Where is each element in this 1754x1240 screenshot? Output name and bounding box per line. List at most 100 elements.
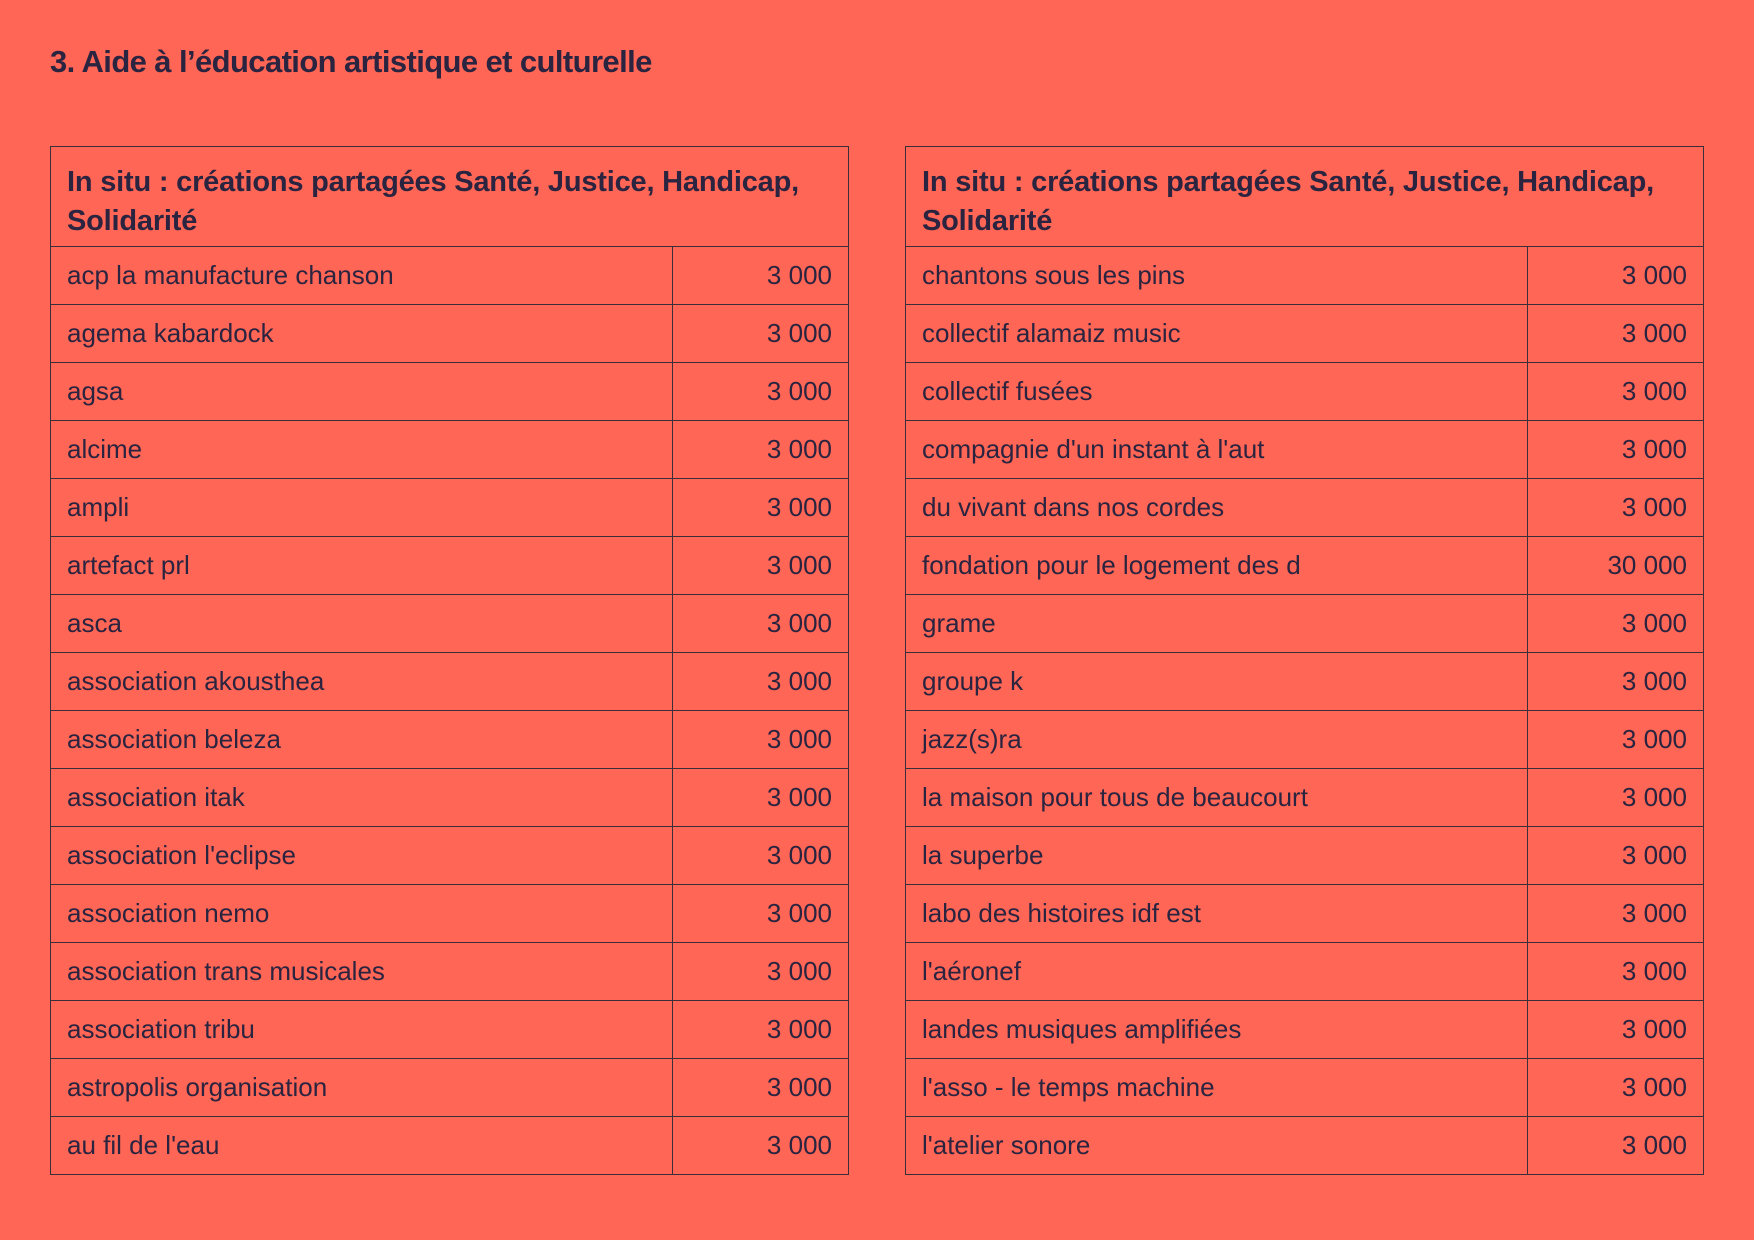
table-row: labo des histoires idf est 3 000 — [905, 884, 1704, 943]
recipient-name: la superbe — [905, 826, 1528, 885]
recipient-name: l'asso - le temps machine — [905, 1058, 1528, 1117]
page-title: 3. Aide à l’éducation artistique et cult… — [50, 44, 652, 79]
table-row: collectif fusées 3 000 — [905, 362, 1704, 421]
grant-amount: 3 000 — [672, 304, 849, 363]
recipient-name: association l'eclipse — [50, 826, 673, 885]
grant-amount: 3 000 — [672, 884, 849, 943]
recipient-name: du vivant dans nos cordes — [905, 478, 1528, 537]
recipient-name: association nemo — [50, 884, 673, 943]
grant-amount: 3 000 — [1527, 594, 1704, 653]
table-header-row: In situ : créations partagées Santé, Jus… — [50, 146, 849, 247]
table-row: l'aéronef 3 000 — [905, 942, 1704, 1001]
grant-amount: 30 000 — [1527, 536, 1704, 595]
grant-amount: 3 000 — [672, 768, 849, 827]
grant-amount: 3 000 — [1527, 1116, 1704, 1175]
table-header: In situ : créations partagées Santé, Jus… — [905, 146, 1704, 247]
recipient-name: association beleza — [50, 710, 673, 769]
grant-amount: 3 000 — [1527, 1058, 1704, 1117]
grant-amount: 3 000 — [672, 594, 849, 653]
table-row: l'asso - le temps machine 3 000 — [905, 1058, 1704, 1117]
recipient-name: l'atelier sonore — [905, 1116, 1528, 1175]
table-row: ampli 3 000 — [50, 478, 849, 537]
recipient-name: landes musiques amplifiées — [905, 1000, 1528, 1059]
table-row: compagnie d'un instant à l'aut 3 000 — [905, 420, 1704, 479]
table-row: association l'eclipse 3 000 — [50, 826, 849, 885]
table-row: association akousthea 3 000 — [50, 652, 849, 711]
grant-amount: 3 000 — [1527, 420, 1704, 479]
grant-amount: 3 000 — [672, 1000, 849, 1059]
recipient-name: ampli — [50, 478, 673, 537]
table-row: au fil de l'eau 3 000 — [50, 1116, 849, 1175]
grant-amount: 3 000 — [1527, 246, 1704, 305]
recipient-name: astropolis organisation — [50, 1058, 673, 1117]
grant-amount: 3 000 — [672, 1058, 849, 1117]
grant-amount: 3 000 — [672, 652, 849, 711]
grant-amount: 3 000 — [672, 478, 849, 537]
grant-amount: 3 000 — [1527, 768, 1704, 827]
table-row: asca 3 000 — [50, 594, 849, 653]
grant-table-right: In situ : créations partagées Santé, Jus… — [905, 146, 1704, 1175]
table-row: collectif alamaiz music 3 000 — [905, 304, 1704, 363]
recipient-name: acp la manufacture chanson — [50, 246, 673, 305]
table-row: jazz(s)ra 3 000 — [905, 710, 1704, 769]
recipient-name: groupe k — [905, 652, 1528, 711]
grant-amount: 3 000 — [1527, 942, 1704, 1001]
table-row: association itak 3 000 — [50, 768, 849, 827]
recipient-name: labo des histoires idf est — [905, 884, 1528, 943]
grant-amount: 3 000 — [1527, 1000, 1704, 1059]
recipient-name: grame — [905, 594, 1528, 653]
grant-amount: 3 000 — [672, 246, 849, 305]
grant-amount: 3 000 — [1527, 884, 1704, 943]
recipient-name: association tribu — [50, 1000, 673, 1059]
table-row: artefact prl 3 000 — [50, 536, 849, 595]
recipient-name: fondation pour le logement des d — [905, 536, 1528, 595]
recipient-name: au fil de l'eau — [50, 1116, 673, 1175]
recipient-name: alcime — [50, 420, 673, 479]
recipient-name: jazz(s)ra — [905, 710, 1528, 769]
recipient-name: association akousthea — [50, 652, 673, 711]
table-row: chantons sous les pins 3 000 — [905, 246, 1704, 305]
recipient-name: association itak — [50, 768, 673, 827]
table-header: In situ : créations partagées Santé, Jus… — [50, 146, 849, 247]
recipient-name: collectif alamaiz music — [905, 304, 1528, 363]
grant-amount: 3 000 — [672, 420, 849, 479]
grant-amount: 3 000 — [672, 710, 849, 769]
recipient-name: artefact prl — [50, 536, 673, 595]
grant-amount: 3 000 — [672, 942, 849, 1001]
table-row: acp la manufacture chanson 3 000 — [50, 246, 849, 305]
recipient-name: la maison pour tous de beaucourt — [905, 768, 1528, 827]
recipient-name: compagnie d'un instant à l'aut — [905, 420, 1528, 479]
table-header-row: In situ : créations partagées Santé, Jus… — [905, 146, 1704, 247]
table-row: association trans musicales 3 000 — [50, 942, 849, 1001]
recipient-name: association trans musicales — [50, 942, 673, 1001]
table-row: association tribu 3 000 — [50, 1000, 849, 1059]
table-row: association beleza 3 000 — [50, 710, 849, 769]
recipient-name: asca — [50, 594, 673, 653]
table-row: agema kabardock 3 000 — [50, 304, 849, 363]
recipient-name: chantons sous les pins — [905, 246, 1528, 305]
grant-amount: 3 000 — [1527, 478, 1704, 537]
recipient-name: l'aéronef — [905, 942, 1528, 1001]
grant-amount: 3 000 — [1527, 826, 1704, 885]
table-row: astropolis organisation 3 000 — [50, 1058, 849, 1117]
recipient-name: collectif fusées — [905, 362, 1528, 421]
grant-amount: 3 000 — [672, 826, 849, 885]
grant-amount: 3 000 — [672, 362, 849, 421]
grant-table-left: In situ : créations partagées Santé, Jus… — [50, 146, 849, 1175]
grant-amount: 3 000 — [1527, 304, 1704, 363]
table-row: grame 3 000 — [905, 594, 1704, 653]
grant-amount: 3 000 — [1527, 362, 1704, 421]
table-row: alcime 3 000 — [50, 420, 849, 479]
table-row: l'atelier sonore 3 000 — [905, 1116, 1704, 1175]
table-row: la superbe 3 000 — [905, 826, 1704, 885]
table-row: association nemo 3 000 — [50, 884, 849, 943]
table-row: du vivant dans nos cordes 3 000 — [905, 478, 1704, 537]
table-row: fondation pour le logement des d 30 000 — [905, 536, 1704, 595]
grant-amount: 3 000 — [672, 536, 849, 595]
table-row: agsa 3 000 — [50, 362, 849, 421]
grant-amount: 3 000 — [1527, 652, 1704, 711]
recipient-name: agsa — [50, 362, 673, 421]
recipient-name: agema kabardock — [50, 304, 673, 363]
table-row: la maison pour tous de beaucourt 3 000 — [905, 768, 1704, 827]
grant-amount: 3 000 — [672, 1116, 849, 1175]
